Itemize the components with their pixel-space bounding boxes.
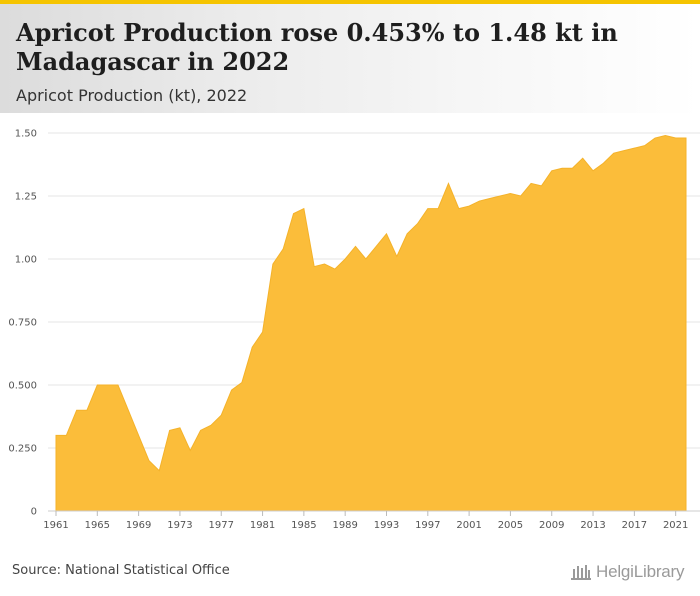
brand-name: HelgiLibrary <box>596 562 685 581</box>
y-tick-label: 0.750 <box>8 318 37 329</box>
x-tick-label: 1997 <box>415 520 440 531</box>
library-building-icon <box>571 565 591 580</box>
x-tick-label: 1985 <box>291 520 316 531</box>
y-axis-ticks: 0 0.250 0.500 0.750 1.00 1.25 1.50 <box>8 129 37 518</box>
x-tick-label: 2001 <box>456 520 481 531</box>
x-tick-label: 1977 <box>209 520 234 531</box>
x-axis-ticks: 1961 1965 1969 1973 1977 1981 1985 1989 1993 1997… <box>43 511 688 531</box>
production-area <box>55 135 687 512</box>
x-tick-label: 2021 <box>663 520 688 531</box>
x-tick-label: 1981 <box>250 520 275 531</box>
x-tick-label: 2013 <box>580 520 605 531</box>
brand-logo[interactable]: HelgiLibrary <box>570 562 685 582</box>
source-note: Source: National Statistical Office <box>12 563 230 578</box>
y-tick-label: 0.250 <box>8 444 37 455</box>
chart-header: Apricot Production rose 0.453% to 1.48 k… <box>0 4 700 113</box>
x-tick-label: 1961 <box>43 520 68 531</box>
x-tick-label: 2005 <box>498 520 523 531</box>
chart-title: Apricot Production rose 0.453% to 1.48 k… <box>16 18 618 76</box>
x-tick-label: 2009 <box>539 520 564 531</box>
chart-subtitle: Apricot Production (kt), 2022 <box>16 86 248 105</box>
x-tick-label: 1989 <box>332 520 357 531</box>
y-tick-label: 1.50 <box>15 129 37 140</box>
y-tick-label: 0 <box>31 507 37 518</box>
y-tick-label: 1.25 <box>15 192 37 203</box>
x-tick-label: 1965 <box>85 520 110 531</box>
y-tick-label: 0.500 <box>8 381 37 392</box>
accent-bar <box>0 0 700 4</box>
x-tick-label: 2017 <box>622 520 647 531</box>
y-tick-label: 1.00 <box>15 255 37 266</box>
x-tick-label: 1969 <box>126 520 151 531</box>
area-series <box>48 135 700 512</box>
x-tick-label: 1993 <box>374 520 399 531</box>
x-tick-label: 1973 <box>167 520 192 531</box>
